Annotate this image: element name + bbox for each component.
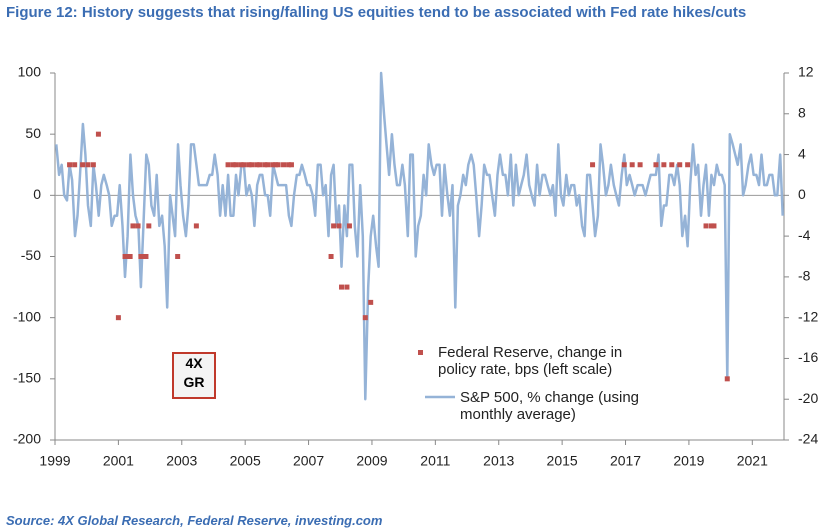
logo-text: GR	[183, 374, 205, 390]
y-tick-label: 100	[18, 64, 42, 80]
fed-point	[362, 315, 368, 321]
y-tick-label: 50	[25, 125, 41, 141]
fed-point	[143, 254, 149, 259]
fed-point	[653, 162, 659, 168]
logo: 4X GR	[172, 352, 216, 399]
fed-point	[85, 162, 91, 168]
source-note: Source: 4X Global Research, Federal Rese…	[6, 513, 383, 528]
y-tick-label: 0	[33, 186, 41, 202]
fed-point	[275, 162, 281, 168]
fed-point	[193, 223, 199, 229]
fed-point	[661, 162, 667, 168]
fed-point	[262, 162, 268, 168]
fed-point	[281, 162, 287, 168]
x-tick-label: 2013	[483, 453, 514, 469]
fed-point	[241, 162, 247, 168]
fed-point	[708, 223, 714, 229]
x-tick-label: 2017	[610, 453, 641, 469]
fed-point	[270, 162, 276, 168]
y2-tick-label: -16	[798, 349, 818, 365]
x-tick-label: 2001	[103, 453, 134, 469]
fed-point	[175, 254, 181, 259]
fed-point	[127, 254, 133, 259]
fed-point	[67, 162, 73, 168]
fed-point	[286, 162, 292, 168]
fed-point	[703, 223, 709, 229]
logo-text: 4X	[185, 355, 203, 371]
x-tick-label: 1999	[39, 453, 70, 469]
fed-point	[80, 162, 86, 168]
y2-tick-label: -8	[798, 268, 811, 284]
sp500-line	[55, 71, 784, 401]
x-tick-label: 2009	[356, 453, 387, 469]
y2-tick-label: -24	[798, 431, 818, 447]
fed-point	[246, 162, 252, 168]
fed-point	[249, 162, 255, 168]
y2-tick-label: 12	[798, 64, 814, 80]
fed-point	[125, 254, 131, 259]
x-tick-label: 2015	[547, 453, 578, 469]
fed-point	[590, 162, 596, 168]
fed-point	[711, 223, 717, 229]
y2-tick-label: 8	[798, 104, 806, 120]
fed-point	[238, 162, 244, 168]
x-tick-label: 2007	[293, 453, 324, 469]
fed-point	[233, 162, 239, 168]
legend-swatch	[418, 350, 423, 355]
fed-point	[677, 162, 683, 168]
fed-point	[90, 162, 96, 168]
fed-point	[95, 131, 101, 137]
y2-tick-label: 4	[798, 145, 806, 161]
y-tick-label: -50	[21, 247, 41, 263]
fed-point	[225, 162, 231, 168]
y2-tick-label: -4	[798, 227, 811, 243]
x-tick-label: 2021	[737, 453, 768, 469]
fed-point	[621, 162, 627, 168]
y-tick-label: -100	[13, 308, 41, 324]
fed-point	[331, 223, 337, 229]
fed-point	[130, 223, 136, 229]
fed-point	[254, 162, 260, 168]
fed-point	[115, 315, 121, 321]
y2-tick-label: 0	[798, 186, 806, 202]
fed-point	[72, 162, 78, 168]
fed-point	[339, 284, 345, 290]
y2-tick-label: -12	[798, 308, 818, 324]
y-tick-label: -150	[13, 370, 41, 386]
fed-point	[230, 162, 236, 168]
fed-point	[328, 254, 334, 259]
fed-point	[273, 162, 279, 168]
fed-point	[122, 254, 128, 259]
x-tick-label: 2011	[420, 453, 450, 469]
fed-point	[257, 162, 263, 168]
fed-point	[288, 162, 294, 168]
x-tick-label: 2005	[230, 453, 261, 469]
fed-point	[346, 223, 352, 229]
fed-point	[685, 162, 691, 168]
y2-tick-label: -20	[798, 390, 818, 406]
fed-point	[669, 162, 675, 168]
legend-entry: S&P 500, % change (using monthly average…	[460, 389, 640, 423]
fed-point	[637, 162, 643, 168]
fed-point	[135, 223, 141, 229]
fed-point	[140, 254, 146, 259]
fed-point	[146, 223, 152, 229]
legend-entry: Federal Reserve, change in policy rate, …	[438, 344, 623, 378]
fed-point	[138, 254, 144, 259]
fed-point	[265, 162, 271, 168]
x-tick-label: 2019	[673, 453, 704, 469]
fed-point	[629, 162, 635, 168]
fed-point	[724, 376, 730, 382]
y-tick-label: -200	[13, 431, 41, 447]
fed-point	[344, 284, 350, 290]
fed-point	[336, 223, 342, 229]
fed-point	[368, 299, 374, 305]
x-tick-label: 2003	[166, 453, 197, 469]
chart-title: Figure 12: History suggests that rising/…	[6, 4, 747, 21]
